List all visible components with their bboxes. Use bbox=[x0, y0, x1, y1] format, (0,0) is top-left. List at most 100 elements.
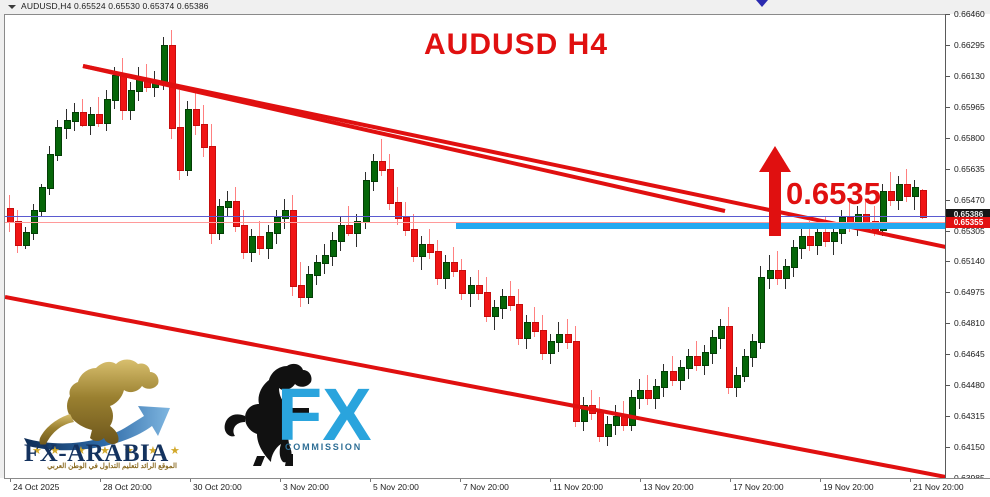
time-axis-label: 5 Nov 20:00 bbox=[373, 482, 419, 492]
candle-wick bbox=[776, 251, 778, 285]
candle-body bbox=[903, 183, 911, 197]
time-axis-tick bbox=[910, 479, 911, 482]
candle-body bbox=[241, 224, 249, 254]
price-axis-tick bbox=[946, 354, 950, 356]
candle-body bbox=[920, 190, 928, 219]
price-axis-label: 0.65470 bbox=[954, 194, 985, 205]
fx-arabia-artwork: ★ ★ ★ ★ ★ ★ ★ bbox=[24, 359, 180, 457]
price-axis-tick bbox=[946, 14, 950, 15]
price-axis-label: 0.65800 bbox=[954, 132, 985, 143]
candle-body bbox=[750, 341, 758, 359]
price-axis-tick bbox=[946, 323, 950, 325]
time-axis-label: 21 Nov 20:00 bbox=[913, 482, 964, 492]
candle-body bbox=[734, 374, 742, 389]
price-axis-tick bbox=[946, 292, 950, 294]
candle-body bbox=[726, 326, 734, 389]
price-axis-label: 0.64315 bbox=[954, 411, 985, 422]
candle-body bbox=[742, 356, 750, 377]
candle-body bbox=[419, 243, 427, 257]
price-axis-label: 0.65965 bbox=[954, 101, 985, 112]
support-level-line bbox=[456, 223, 946, 230]
candle-body bbox=[572, 341, 580, 422]
candle-body bbox=[168, 44, 176, 130]
candle-body bbox=[427, 243, 435, 254]
candle-body bbox=[55, 127, 63, 156]
time-axis-tick bbox=[10, 479, 11, 482]
candle-body bbox=[112, 74, 120, 102]
fx-commission-wordmark: FX bbox=[277, 373, 372, 456]
svg-text:★: ★ bbox=[32, 444, 42, 457]
candle-body bbox=[192, 108, 200, 126]
candle-body bbox=[556, 333, 564, 344]
candle-body bbox=[297, 284, 305, 299]
fx-commission-subtitle: COMMISSION bbox=[285, 442, 363, 452]
price-axis-tick bbox=[946, 44, 950, 46]
price-axis-tick bbox=[946, 75, 950, 77]
candle-body bbox=[564, 333, 572, 344]
time-axis-label: 11 Nov 20:00 bbox=[553, 482, 603, 492]
crosshair-marker-icon bbox=[756, 0, 768, 7]
candle-wick bbox=[299, 262, 301, 308]
candle-wick bbox=[453, 247, 455, 278]
price-axis-label: 0.66295 bbox=[954, 39, 985, 50]
candle-body bbox=[507, 296, 515, 306]
price-axis-label: 0.66460 bbox=[954, 9, 985, 19]
candle-body bbox=[23, 232, 31, 246]
caret-down-icon[interactable] bbox=[8, 5, 16, 9]
candle-body bbox=[491, 307, 499, 317]
price-chart-plot[interactable] bbox=[4, 14, 946, 480]
price-axis-tick bbox=[946, 447, 950, 449]
svg-text:★: ★ bbox=[50, 444, 60, 457]
candle-body bbox=[39, 187, 47, 212]
time-axis-label: 24 Oct 2025 bbox=[13, 482, 60, 492]
time-axis-tick bbox=[280, 479, 281, 482]
candle-body bbox=[774, 269, 782, 280]
candle-body bbox=[613, 416, 620, 426]
candle-body bbox=[103, 99, 111, 124]
candle-body bbox=[532, 322, 540, 332]
candle-body bbox=[47, 153, 55, 190]
svg-text:★: ★ bbox=[170, 444, 180, 457]
candle-body bbox=[95, 114, 103, 124]
candle-body bbox=[87, 114, 95, 126]
candle-body bbox=[596, 412, 604, 437]
time-axis-tick bbox=[640, 479, 641, 482]
fx-commission-artwork bbox=[224, 363, 312, 466]
price-callout-annotation: 0.6535 bbox=[786, 176, 881, 211]
candle-body bbox=[370, 161, 378, 182]
symbol-ohlc-text: AUDUSD,H4 0.65524 0.65530 0.65374 0.6538… bbox=[21, 1, 209, 11]
candle-body bbox=[443, 262, 451, 280]
candle-body bbox=[265, 232, 273, 250]
candle-body bbox=[475, 284, 483, 295]
fx-arabia-tagline: الموقع الرائد لتعليم التداول في الوطن ال… bbox=[47, 463, 177, 470]
candle-body bbox=[661, 371, 669, 389]
candle-body bbox=[709, 337, 717, 355]
candle-body bbox=[653, 386, 661, 400]
price-axis-tick bbox=[946, 416, 950, 418]
candle-body bbox=[200, 123, 208, 149]
candle-body bbox=[637, 389, 645, 400]
candle-body bbox=[718, 326, 726, 340]
candle-body bbox=[669, 371, 677, 381]
candle-body bbox=[887, 191, 895, 201]
candle-body bbox=[459, 269, 467, 295]
candle-body bbox=[136, 78, 144, 92]
price-axis-label: 0.66130 bbox=[954, 70, 985, 81]
svg-text:★: ★ bbox=[124, 444, 134, 457]
candle-body bbox=[411, 228, 418, 257]
ask-price-line bbox=[5, 222, 946, 224]
candle-wick bbox=[477, 269, 479, 300]
candle-body bbox=[782, 266, 790, 280]
time-axis[interactable]: 24 Oct 2025 28 Oct 20:00 30 Oct 20:00 3 Nov… bbox=[4, 478, 990, 497]
candle-body bbox=[693, 356, 701, 366]
bid-price-line bbox=[5, 216, 946, 218]
time-axis-label: 30 Oct 20:00 bbox=[193, 482, 242, 492]
price-axis-tick bbox=[946, 385, 950, 387]
candle-body bbox=[249, 236, 257, 254]
time-axis-label: 3 Nov 20:00 bbox=[283, 482, 329, 492]
candle-body bbox=[152, 82, 160, 89]
price-axis[interactable]: 0.66460 0.66295 0.66130 0.65965 0.65800 0.656… bbox=[945, 9, 990, 483]
time-axis-label: 28 Oct 20:00 bbox=[103, 482, 152, 492]
candle-body bbox=[217, 206, 225, 235]
